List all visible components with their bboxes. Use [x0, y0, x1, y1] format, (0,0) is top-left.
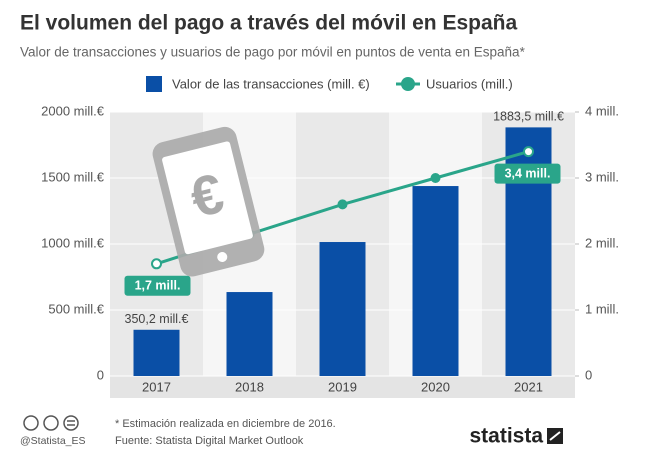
nd-icon	[63, 415, 79, 431]
phone-button	[217, 252, 228, 263]
x-tick-label: 2021	[514, 379, 543, 394]
legend-swatch	[146, 76, 162, 92]
brand: statista	[469, 425, 543, 448]
line-point	[430, 173, 441, 183]
y2-tick-label: 4 mill.	[585, 103, 619, 118]
bar	[412, 186, 459, 376]
y-tick-label: 2000 mill.€	[41, 103, 105, 118]
by-icon	[43, 415, 59, 431]
brand-logo-mark	[549, 431, 561, 441]
y-tick-label: 1000 mill.€	[41, 235, 105, 250]
bar	[226, 292, 273, 376]
source: Fuente: Statista Digital Market Outlook	[115, 435, 304, 447]
y-tick-label: 500 mill.€	[48, 301, 104, 316]
bar-value-label: 350,2 mill.€	[125, 312, 189, 326]
legend-label: Usuarios (mill.)	[426, 76, 513, 91]
y2-tick-label: 2 mill.	[585, 235, 619, 250]
chart-title: El volumen del pago a través del móvil e…	[20, 12, 517, 35]
x-axis-strip	[110, 376, 575, 398]
line-value-label: 1,7 mill.	[135, 279, 181, 293]
x-tick-label: 2019	[328, 379, 357, 394]
y2-tick-label: 0	[585, 367, 592, 382]
plot: 0 500 mill.€ 1000 mill.€ 1500 mill.€ 2000 mi…	[41, 103, 619, 398]
x-tick-label: 2020	[421, 379, 450, 394]
bar	[133, 329, 180, 376]
phone-icon: €	[152, 126, 265, 277]
legend-label: Valor de las transacciones (mill. €)	[172, 76, 370, 91]
footer-handle: @Statista_ES	[20, 435, 86, 447]
legend: Valor de las transacciones (mill. €) Usua…	[146, 76, 513, 92]
line-value-label: 3,4 mill.	[505, 166, 551, 180]
footnote: * Estimación realizada en diciembre de 2…	[115, 418, 336, 430]
y-tick-label: 0	[97, 367, 104, 382]
chart-subtitle: Valor de transacciones y usuarios de pag…	[20, 45, 526, 60]
cc-icon	[23, 415, 39, 431]
phone-screen	[162, 141, 253, 255]
line-label-box	[494, 163, 561, 184]
y2-tick-label: 3 mill.	[585, 169, 619, 184]
x-tick-label: 2018	[235, 379, 264, 394]
legend-swatch	[401, 77, 415, 91]
y2-tick-label: 1 mill.	[585, 301, 619, 316]
bar	[319, 242, 366, 376]
x-tick-label: 2017	[142, 379, 171, 394]
license-icons	[23, 415, 79, 431]
line-point	[523, 146, 534, 158]
line-point	[337, 199, 348, 210]
line-point	[151, 258, 162, 270]
y-tick-label: 1500 mill.€	[41, 169, 105, 184]
line-label-box	[124, 275, 191, 296]
bar-value-label: 1883,5 mill.€	[493, 110, 564, 124]
